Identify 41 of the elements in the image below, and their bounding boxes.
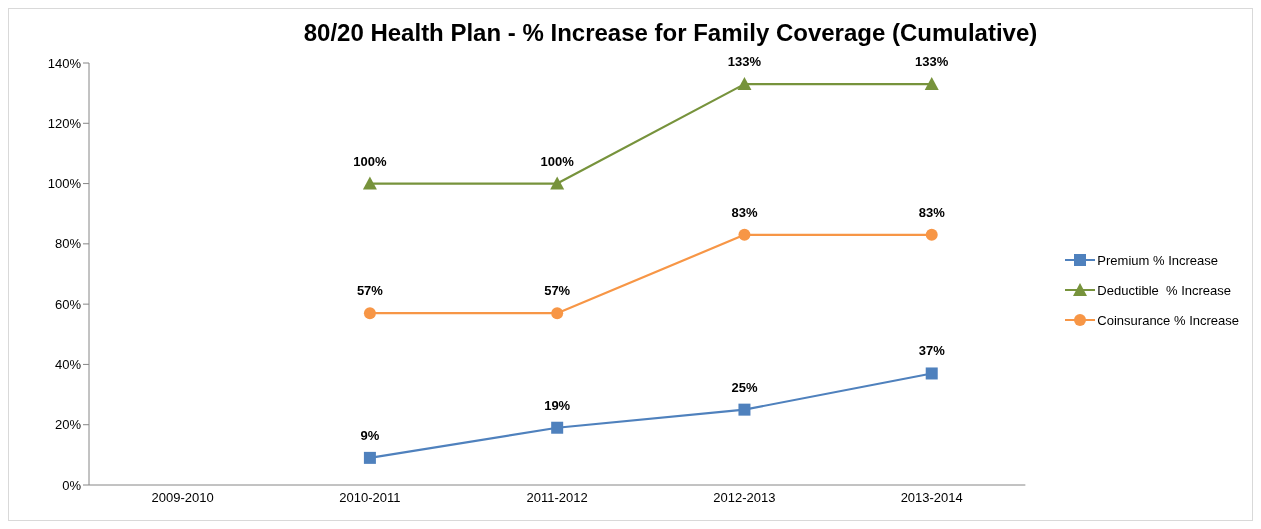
y-tick-label: 40% — [54, 357, 82, 373]
x-tick-label: 2010-2011 — [339, 490, 401, 506]
data-label: 9% — [360, 427, 380, 443]
point — [737, 77, 752, 91]
point — [551, 421, 564, 434]
point — [738, 403, 751, 416]
x-tick-label: 2013-2014 — [900, 490, 963, 506]
point — [363, 451, 376, 464]
data-label: 37% — [918, 343, 946, 359]
y-tick-label: 100% — [47, 176, 82, 192]
data-label: 25% — [731, 379, 758, 395]
point — [362, 176, 377, 190]
data-label: 83% — [731, 204, 758, 220]
legend-label: Deductible % Increase — [1097, 282, 1232, 298]
data-label: 19% — [544, 397, 571, 413]
point — [738, 228, 751, 241]
data-label: 100% — [540, 153, 575, 169]
x-tick-label: 2011-2012 — [526, 490, 588, 506]
y-tick-label: 60% — [54, 296, 82, 312]
point — [363, 307, 376, 320]
data-label: 57% — [544, 283, 571, 299]
data-label: 133% — [727, 54, 762, 70]
y-tick-label: 140% — [47, 55, 82, 71]
point — [924, 77, 939, 91]
legend-label: Coinsurance % Increase — [1097, 312, 1239, 328]
point — [925, 367, 938, 380]
x-tick-label: 2012-2013 — [713, 490, 776, 506]
data-label: 133% — [915, 54, 949, 70]
y-tick-label: 80% — [54, 236, 82, 252]
point — [551, 307, 564, 320]
x-tick-label: 2009-2010 — [151, 490, 214, 506]
point — [925, 228, 938, 241]
data-label: 100% — [353, 153, 387, 169]
legend-label: Premium % Increase — [1097, 252, 1219, 268]
y-tick-label: 20% — [54, 417, 82, 433]
data-label: 83% — [918, 204, 946, 220]
data-label: 57% — [356, 283, 384, 299]
point — [550, 176, 565, 190]
y-tick-label: 120% — [47, 115, 82, 131]
chart-title: 80/20 Health Plan - % Increase for Family Coverage (Cumulative) — [302, 18, 1039, 48]
y-tick-label: 0% — [62, 477, 82, 493]
